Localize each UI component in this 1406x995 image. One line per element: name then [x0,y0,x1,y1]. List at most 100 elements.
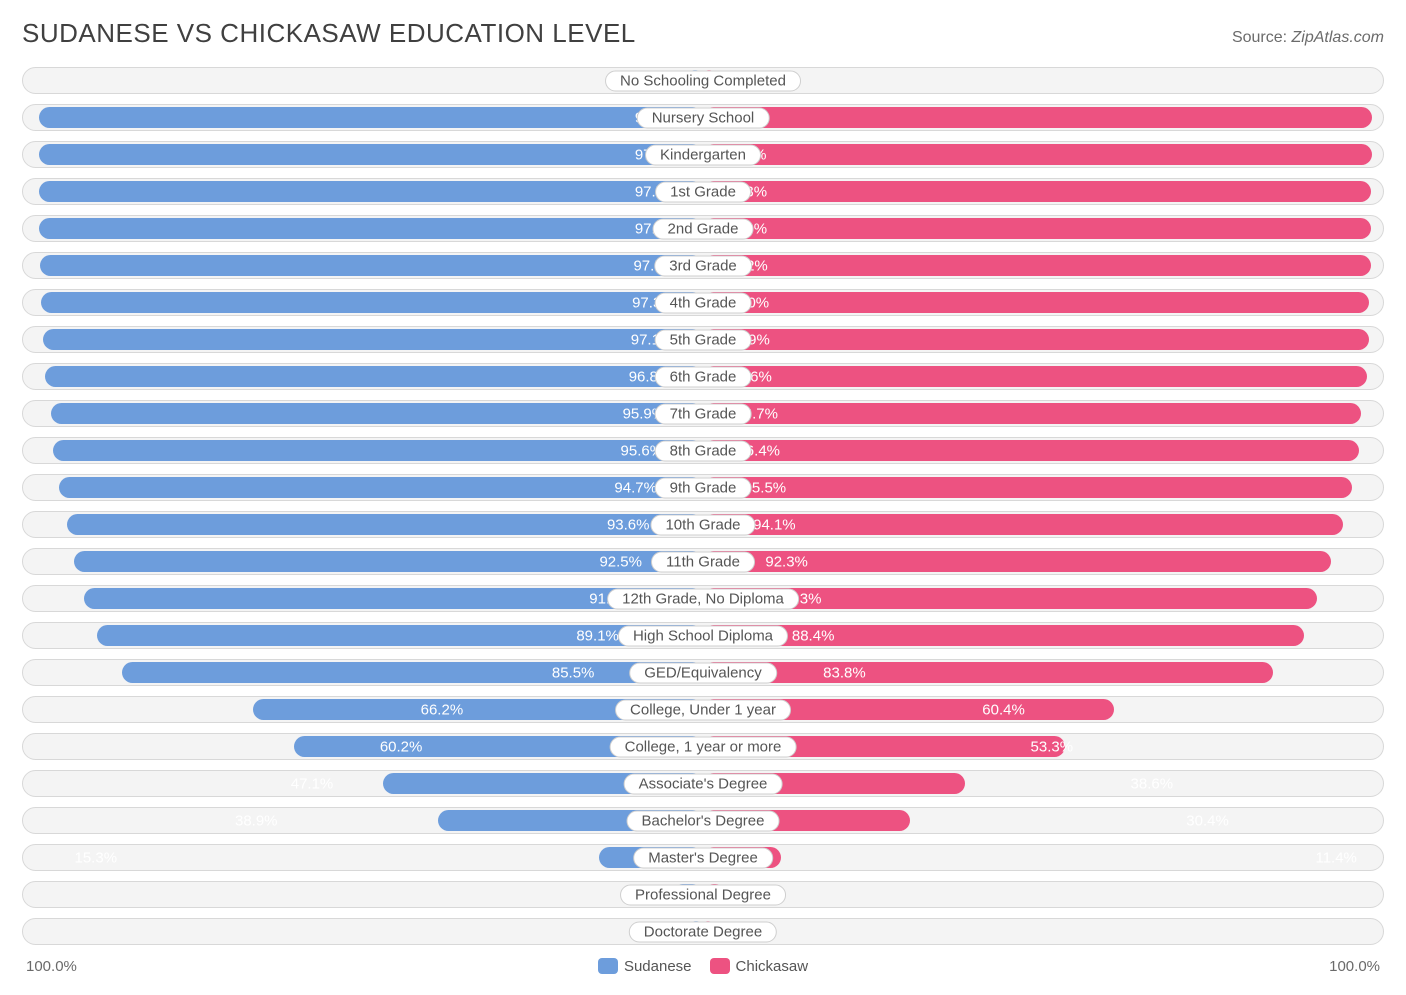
chart-row: 93.6% 94.1%10th Grade [22,511,1384,538]
chart-row: 15.3% 11.4% Master's Degree [22,844,1384,871]
value-label-right: 88.4% [792,627,835,644]
category-label: Bachelor's Degree [627,810,780,831]
chart-row: 95.9%96.7%7th Grade [22,400,1384,427]
bar-right [703,662,1273,683]
bar-right [703,181,1371,202]
category-label: Doctorate Degree [629,921,777,942]
chart-row: 92.5% 92.3% 11th Grade [22,548,1384,575]
category-label: Nursery School [637,107,770,128]
chart-row: 2.1%1.5%Doctorate Degree [22,918,1384,945]
bar-left [59,477,703,498]
chart-row: 38.9% 30.4% Bachelor's Degree [22,807,1384,834]
bar-left [39,218,703,239]
bar-right [703,255,1371,276]
category-label: 3rd Grade [654,255,752,276]
bar-right [703,403,1361,424]
bar-left [122,662,703,683]
value-label-right: 11.4% [1315,849,1356,866]
value-label-left: 66.2% [421,701,464,718]
axis-label-left: 100.0% [26,958,77,975]
legend: Sudanese Chickasaw [598,958,808,975]
category-label: 11th Grade [651,551,755,572]
category-label: Professional Degree [620,884,786,905]
category-label: 7th Grade [655,403,752,424]
chart-row: 85.5% 83.8% GED/Equivalency [22,659,1384,686]
chart-title: SUDANESE VS CHICKASAW EDUCATION LEVEL [22,18,636,49]
legend-label-left: Sudanese [624,958,692,975]
diverging-bar-chart: 2.3%1.7%No Schooling Completed 97.7%98.4%… [22,67,1384,945]
category-label: 1st Grade [655,181,751,202]
bar-left [39,181,703,202]
bar-right [703,477,1352,498]
value-label-left: 60.2% [380,738,423,755]
chart-row: 94.7%95.5%9th Grade [22,474,1384,501]
value-label-right: 30.4% [1186,812,1229,829]
chart-row: 97.1%97.9%5th Grade [22,326,1384,353]
chart-row: 89.1% 88.4%High School Diploma [22,622,1384,649]
category-label: Master's Degree [633,847,773,868]
source-name: ZipAtlas.com [1292,29,1384,46]
value-label-left: 94.7% [614,479,657,496]
value-label-left: 47.1% [291,775,334,792]
value-label-left: 15.3% [75,849,118,866]
bar-right [703,366,1367,387]
legend-item-right: Chickasaw [710,958,809,975]
bar-left [40,255,703,276]
value-label-left: 38.9% [235,812,278,829]
legend-swatch-right [710,958,730,974]
chart-row: 66.2% 60.4% College, Under 1 year [22,696,1384,723]
value-label-right: 92.3% [765,553,808,570]
chart-row: 97.7%98.4%Nursery School [22,104,1384,131]
category-label: College, Under 1 year [615,699,791,720]
bar-right [703,514,1343,535]
value-label-left: 89.1% [576,627,619,644]
chart-row: 95.6%96.4%8th Grade [22,437,1384,464]
value-label-right: 60.4% [982,701,1025,718]
category-label: Associate's Degree [624,773,783,794]
chart-row: 97.7%98.3%1st Grade [22,178,1384,205]
axis-label-right: 100.0% [1329,958,1380,975]
category-label: College, 1 year or more [610,736,797,757]
chart-row: 97.5%98.2%3rd Grade [22,252,1384,279]
category-label: GED/Equivalency [629,662,777,683]
chart-footer: 100.0% Sudanese Chickasaw 100.0% [22,955,1384,977]
category-label: High School Diploma [618,625,788,646]
bar-left [53,440,703,461]
chart-row: 2.3%1.7%No Schooling Completed [22,67,1384,94]
bar-right [703,440,1359,461]
bar-left [39,144,703,165]
category-label: 4th Grade [655,292,752,313]
chart-row: 97.7%98.3%2nd Grade [22,215,1384,242]
category-label: 8th Grade [655,440,752,461]
bar-right [703,144,1372,165]
value-label-left: 93.6% [607,516,650,533]
bar-right [703,218,1371,239]
category-label: 10th Grade [650,514,755,535]
category-label: 12th Grade, No Diploma [607,588,799,609]
chart-row: 60.2%53.3%College, 1 year or more [22,733,1384,760]
legend-item-left: Sudanese [598,958,692,975]
bar-left [41,292,703,313]
chart-row: 91.0%90.3%12th Grade, No Diploma [22,585,1384,612]
bar-left [45,366,703,387]
chart-row: 96.8%97.6%6th Grade [22,363,1384,390]
bar-left [43,329,703,350]
category-label: 5th Grade [655,329,752,350]
category-label: No Schooling Completed [605,70,801,91]
chart-row: 4.6%3.4%Professional Degree [22,881,1384,908]
value-label-right: 94.1% [753,516,796,533]
category-label: 9th Grade [655,477,752,498]
bar-left [39,107,703,128]
value-label-right: 83.8% [823,664,866,681]
chart-source: Source: ZipAtlas.com [1232,29,1384,47]
legend-label-right: Chickasaw [736,958,809,975]
value-label-left: 92.5% [599,553,642,570]
legend-swatch-left [598,958,618,974]
value-label-left: 85.5% [552,664,595,681]
bar-left [51,403,703,424]
chart-row: 97.3%98.0%4th Grade [22,289,1384,316]
chart-row: 47.1%38.6%Associate's Degree [22,770,1384,797]
chart-header: SUDANESE VS CHICKASAW EDUCATION LEVEL So… [22,18,1384,49]
category-label: 6th Grade [655,366,752,387]
bar-right [703,292,1369,313]
